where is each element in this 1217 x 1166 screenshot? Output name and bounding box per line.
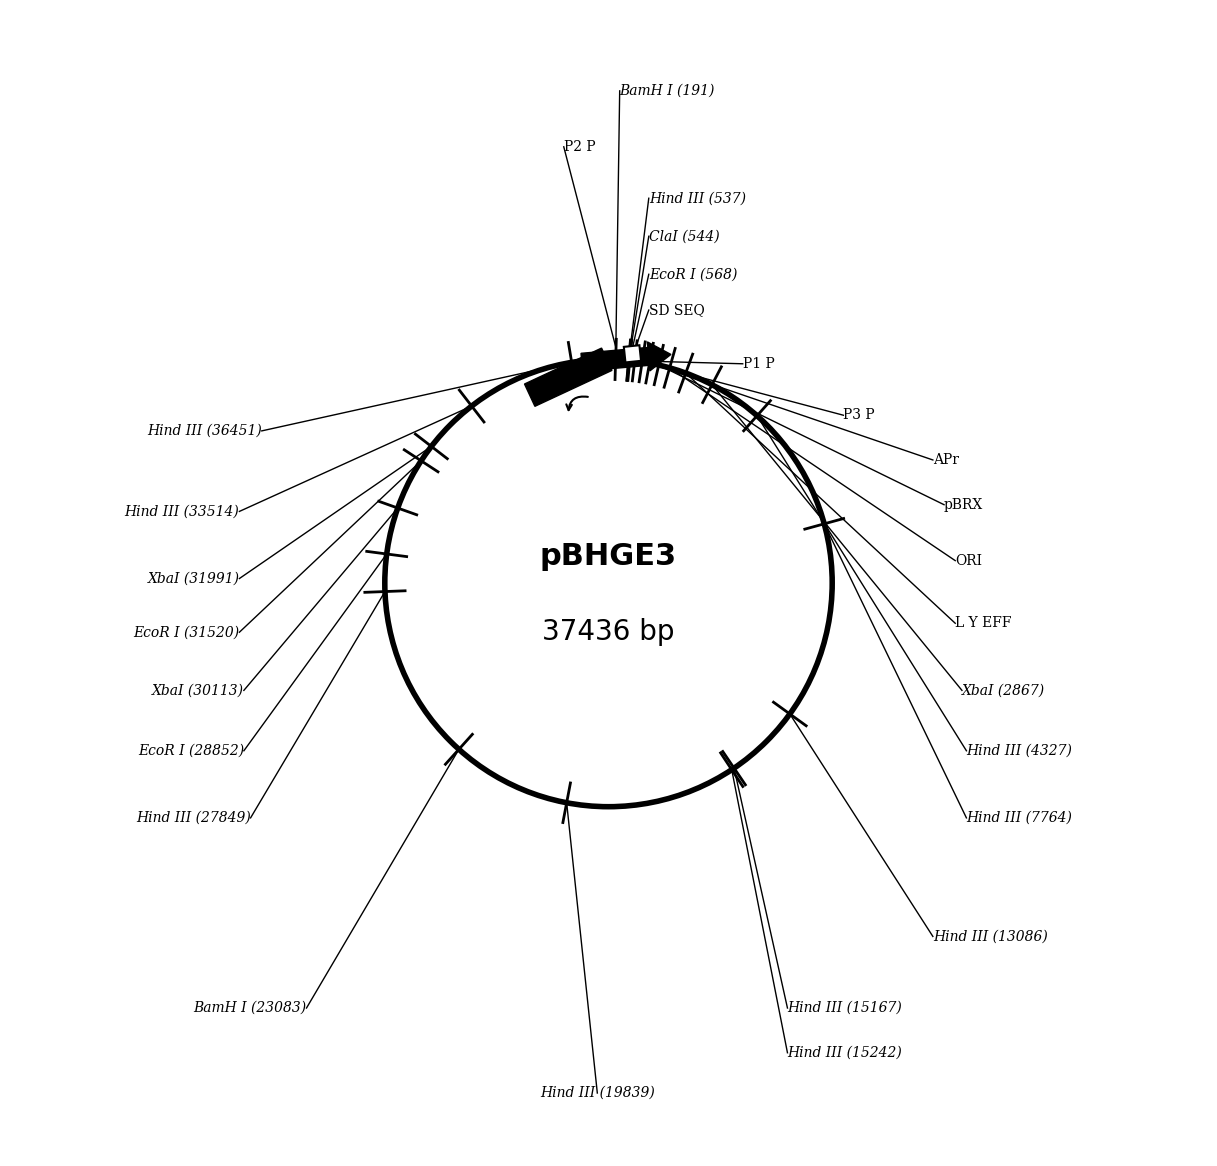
Text: P2 P: P2 P: [563, 140, 595, 154]
Text: XbaI (30113): XbaI (30113): [152, 683, 243, 697]
Text: P3 P: P3 P: [843, 408, 875, 422]
Text: XbaI (31991): XbaI (31991): [147, 571, 240, 585]
Text: EcoR I (28852): EcoR I (28852): [138, 744, 243, 758]
Polygon shape: [624, 345, 641, 363]
Text: pBHGE3: pBHGE3: [540, 542, 677, 570]
Text: EcoR I (568): EcoR I (568): [649, 267, 738, 281]
Text: SD SEQ: SD SEQ: [649, 303, 705, 317]
Text: Hind III (27849): Hind III (27849): [136, 810, 251, 824]
Text: EcoR I (31520): EcoR I (31520): [134, 625, 240, 639]
Text: ClaI (544): ClaI (544): [649, 230, 719, 244]
Text: ORI: ORI: [955, 554, 982, 568]
Text: Hind III (19839): Hind III (19839): [540, 1086, 655, 1100]
Text: Hind III (33514): Hind III (33514): [124, 505, 240, 519]
Text: BamH I (191): BamH I (191): [619, 84, 716, 98]
Text: Hind III (537): Hind III (537): [649, 191, 746, 205]
Text: pBRX: pBRX: [944, 498, 983, 512]
Text: APr: APr: [933, 452, 959, 466]
Text: XbaI (2867): XbaI (2867): [961, 683, 1045, 697]
Text: Hind III (7764): Hind III (7764): [966, 810, 1072, 824]
Polygon shape: [581, 342, 671, 371]
Text: BamH I (23083): BamH I (23083): [194, 1002, 307, 1016]
Text: Hind III (15167): Hind III (15167): [787, 1002, 902, 1016]
Text: Hind III (36451): Hind III (36451): [147, 424, 262, 438]
Text: Hind III (13086): Hind III (13086): [933, 929, 1048, 943]
Text: 37436 bp: 37436 bp: [543, 618, 674, 646]
Polygon shape: [525, 349, 612, 406]
Text: Hind III (4327): Hind III (4327): [966, 744, 1072, 758]
Text: P1 P: P1 P: [742, 357, 774, 371]
Text: Hind III (15242): Hind III (15242): [787, 1046, 902, 1060]
Text: L Y EFF: L Y EFF: [955, 617, 1011, 631]
